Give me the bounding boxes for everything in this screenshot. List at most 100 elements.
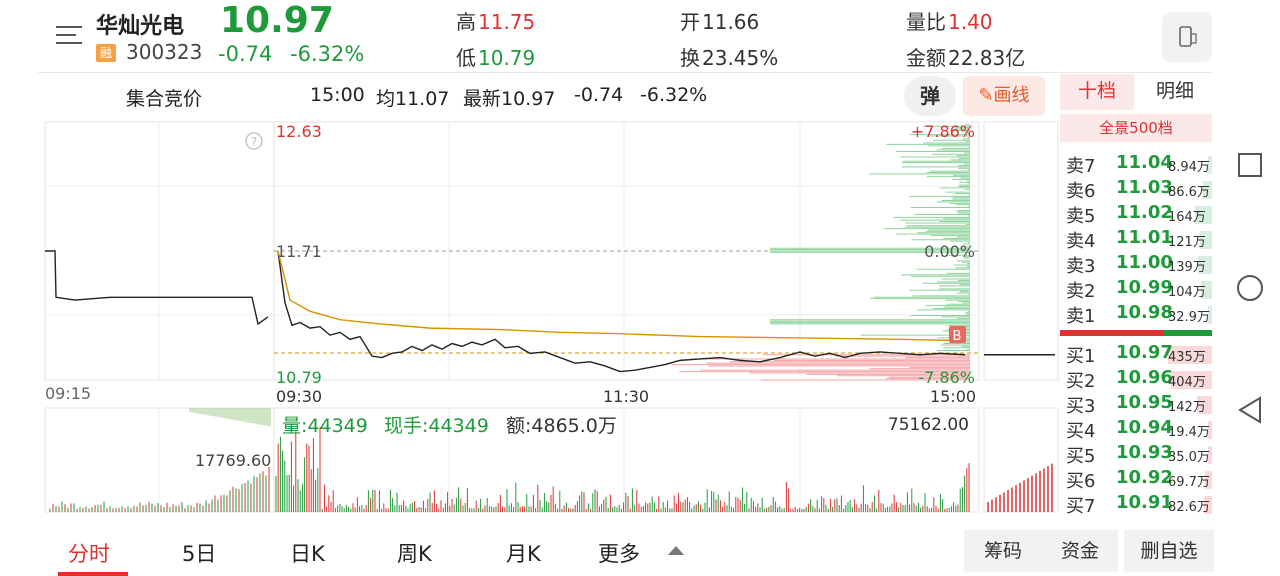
recent-apps-icon[interactable]: [1238, 153, 1262, 177]
level-volume: 139万: [1168, 260, 1206, 275]
volume-readout: 量:44349: [282, 415, 368, 437]
orderbook-ask-separator: [1060, 330, 1164, 336]
chips-button[interactable]: 筹码: [964, 530, 1042, 572]
tab-monthly-k[interactable]: 月K: [506, 542, 541, 566]
level-price: 10.98: [1116, 302, 1173, 323]
latest-price-label: 最新10.97: [463, 88, 556, 110]
buy-marker-label: B: [953, 329, 962, 344]
orderbook: 卖7 11.04 8.94万 卖6 11.03 86.6万 卖5 11.02 164万 卖4 11.…: [1060, 142, 1212, 528]
level-price: 11.02: [1116, 202, 1173, 223]
bid-row[interactable]: 买4 10.94 19.4万: [1066, 417, 1212, 442]
level-label: 卖3: [1066, 256, 1096, 277]
time-label-1130: 11:30: [603, 387, 649, 406]
level-label: 买6: [1066, 471, 1096, 492]
bid-row[interactable]: 买2 10.96 404万: [1066, 367, 1212, 392]
ask-row[interactable]: 卖7 11.04 8.94万: [1066, 152, 1212, 177]
bid-row[interactable]: 买7 10.91 82.6万: [1066, 492, 1212, 517]
level-label: 卖4: [1066, 231, 1096, 252]
level-label: 卖6: [1066, 181, 1096, 202]
time-label-0930: 09:30: [276, 387, 322, 406]
level-volume: 82.6万: [1168, 500, 1210, 515]
level-price: 10.92: [1116, 467, 1173, 488]
tab-more[interactable]: 更多: [598, 542, 640, 566]
ask-row[interactable]: 卖6 11.03 86.6万: [1066, 177, 1212, 202]
level-price: 11.00: [1116, 252, 1173, 273]
home-icon[interactable]: [1237, 275, 1263, 301]
level-volume: 35.0万: [1168, 450, 1210, 465]
high-stat: 高 11.75: [456, 6, 535, 35]
tab-intraday[interactable]: 分时: [68, 542, 110, 566]
bid-row[interactable]: 买5 10.93 35.0万: [1066, 442, 1212, 467]
tab-weekly-k[interactable]: 周K: [397, 542, 432, 566]
level-volume: 8.94万: [1168, 160, 1210, 175]
price-line: [277, 250, 966, 373]
level-volume: 142万: [1168, 400, 1206, 415]
chevron-up-icon[interactable]: [668, 546, 684, 555]
level-volume: 32.9万: [1168, 310, 1210, 325]
level-price: 11.04: [1116, 152, 1173, 173]
ask-row[interactable]: 卖5 11.02 164万: [1066, 202, 1212, 227]
bid-row[interactable]: 买1 10.97 435万: [1066, 342, 1212, 367]
barrage-button[interactable]: 弹: [904, 76, 956, 116]
level-volume: 19.4万: [1168, 425, 1210, 440]
level-price: 10.95: [1116, 392, 1173, 413]
level-label: 买4: [1066, 421, 1096, 442]
stock-code: 300323: [126, 40, 203, 64]
open-stat: 开 11.66: [680, 6, 759, 35]
amount-value: 22.83亿: [948, 46, 1026, 70]
level-label: 买2: [1066, 371, 1096, 392]
level-price: 10.99: [1116, 277, 1173, 298]
depth-bar: [1168, 346, 1212, 364]
auction-label: 集合竞价: [126, 88, 203, 110]
depth-bar: [1197, 396, 1212, 414]
depth-bar: [1208, 421, 1212, 439]
intraday-chart[interactable]: 12.63 11.71 10.79 +7.86% 0.00% -7.86% 09…: [0, 0, 1060, 530]
draw-line-button[interactable]: ✎画线: [963, 76, 1045, 116]
tab-5day[interactable]: 5日: [182, 542, 217, 566]
help-icon[interactable]: [245, 132, 263, 150]
tab-active-indicator: [58, 572, 128, 576]
landscape-toggle-button[interactable]: [1162, 12, 1212, 62]
open-value: 11.66: [702, 10, 760, 34]
level-label: 卖5: [1066, 206, 1096, 227]
level-label: 买7: [1066, 496, 1096, 517]
tab-ten-levels[interactable]: 十档: [1060, 74, 1134, 110]
tab-daily-k[interactable]: 日K: [290, 542, 325, 566]
top-price-label: 12.63: [276, 122, 322, 141]
ask-row[interactable]: 卖2 10.99 104万: [1066, 277, 1212, 302]
draw-line-label: 画线: [993, 85, 1030, 106]
price-lines: [45, 250, 1055, 373]
margin-badge: 融: [96, 44, 116, 62]
ask-row[interactable]: 卖4 11.01 121万: [1066, 227, 1212, 252]
tab-detail[interactable]: 明细: [1155, 80, 1194, 102]
menu-icon[interactable]: [56, 22, 84, 48]
level-price: 10.96: [1116, 367, 1173, 388]
bid-row[interactable]: 买6 10.92 69.7万: [1066, 467, 1212, 492]
barrage-label: 弹: [920, 84, 940, 108]
high-value: 11.75: [478, 10, 536, 34]
funds-button[interactable]: 资金: [1042, 530, 1118, 572]
chart-grid: [44, 121, 1059, 513]
depth-bar: [1197, 256, 1212, 274]
level-price: 10.94: [1116, 417, 1173, 438]
cursor-time: 15:00: [310, 84, 365, 106]
auction-volume-peak: 17769.60: [195, 451, 271, 470]
mid-pct-label: 0.00%: [924, 242, 975, 261]
turnover-stat: 换 23.45%: [680, 42, 778, 71]
ask-row[interactable]: 卖3 11.00 139万: [1066, 252, 1212, 277]
price-change: -0.74: [218, 42, 273, 66]
full-depth-button[interactable]: 全景500档: [1060, 114, 1212, 142]
help-icon-glyph: ?: [251, 135, 257, 149]
volume-panel: [273, 407, 980, 513]
phone-rotate-icon: [1179, 26, 1197, 47]
bid-row[interactable]: 买3 10.95 142万: [1066, 392, 1212, 417]
volume-ratio-value: 1.40: [948, 10, 993, 34]
depth-bar: [1203, 181, 1212, 199]
bottom-price-label: 10.79: [276, 368, 322, 387]
ask-row[interactable]: 卖1 10.98 32.9万: [1066, 302, 1212, 327]
depth-bar: [1171, 371, 1212, 389]
remove-watchlist-button[interactable]: 删自选: [1124, 530, 1214, 572]
depth-bar: [1203, 496, 1212, 514]
level-volume: 121万: [1168, 235, 1206, 250]
back-icon[interactable]: [1238, 396, 1261, 424]
